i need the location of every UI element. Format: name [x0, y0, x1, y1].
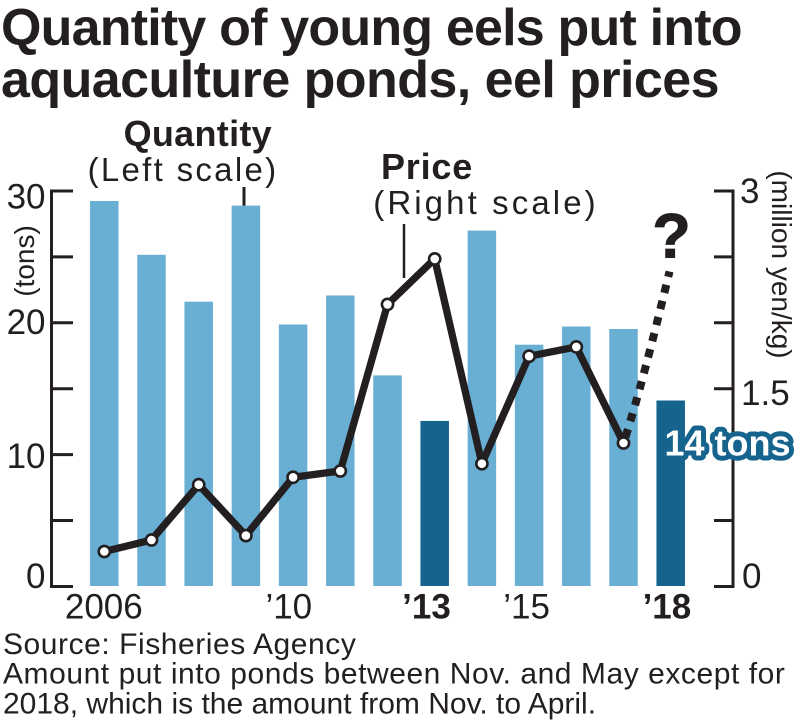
svg-text:aquaculture ponds, eel prices: aquaculture ponds, eel prices — [1, 51, 719, 109]
svg-text:14 tons: 14 tons — [665, 423, 791, 464]
svg-text:’15: ’15 — [503, 588, 550, 627]
svg-text:20: 20 — [7, 303, 46, 342]
svg-text:(million yen/kg): (million yen/kg) — [766, 170, 797, 358]
svg-text:’13: ’13 — [402, 588, 451, 627]
svg-text:0: 0 — [26, 557, 45, 596]
svg-text:2018, which is the amount from: 2018, which is the amount from Nov. to A… — [3, 688, 596, 721]
svg-text:Amount put into ponds between: Amount put into ponds between Nov. and M… — [3, 658, 785, 691]
svg-text:Price: Price — [381, 146, 473, 187]
svg-text:0: 0 — [742, 557, 761, 596]
svg-text:(Left scale): (Left scale) — [88, 151, 279, 188]
svg-text:3: 3 — [740, 172, 759, 211]
svg-text:10: 10 — [7, 437, 46, 476]
svg-text:’10: ’10 — [265, 588, 312, 627]
svg-text:(Right scale): (Right scale) — [373, 184, 599, 221]
svg-text:’18: ’18 — [643, 588, 692, 627]
svg-text:Source: Fisheries Agency: Source: Fisheries Agency — [3, 628, 356, 661]
svg-text:(tons): (tons) — [9, 225, 40, 297]
svg-text:?: ? — [652, 202, 690, 272]
svg-text:1.5: 1.5 — [741, 374, 790, 413]
svg-text:2006: 2006 — [65, 588, 143, 627]
svg-text:Quantity: Quantity — [124, 113, 272, 154]
svg-text:Quantity of young eels put int: Quantity of young eels put into — [1, 0, 742, 57]
svg-text:30: 30 — [7, 178, 46, 217]
